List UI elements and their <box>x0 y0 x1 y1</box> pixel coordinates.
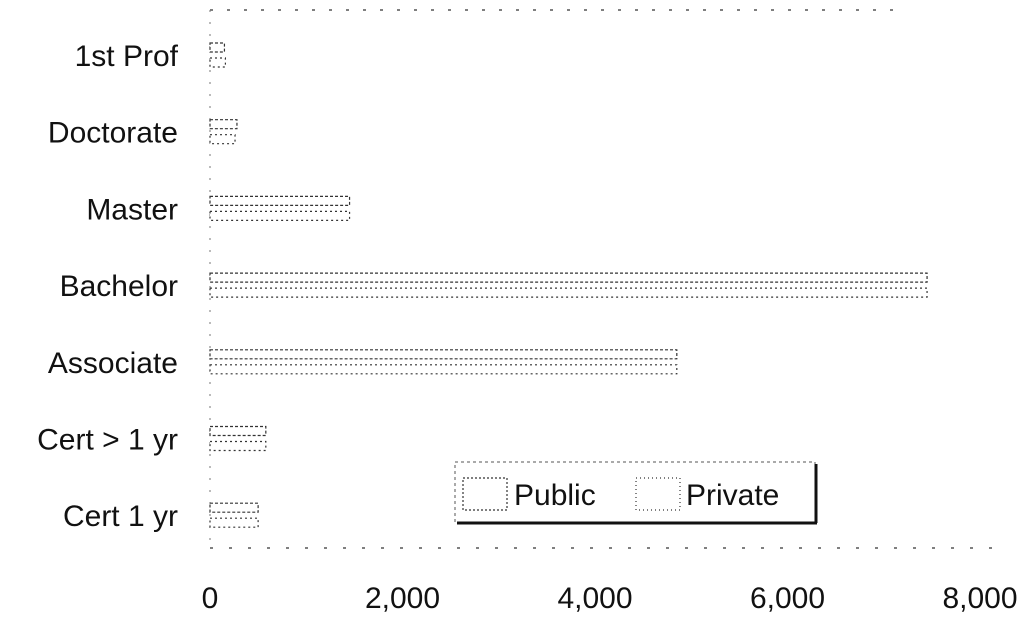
category-label-5: Cert > 1 yr <box>37 424 178 457</box>
legend-label-public: Public <box>514 479 596 512</box>
bar-public-2 <box>209 195 351 206</box>
legend-swatch-public <box>462 477 508 511</box>
category-label-6: Cert 1 yr <box>63 500 178 533</box>
legend-swatch-private <box>635 477 681 511</box>
bar-public-3 <box>209 272 928 283</box>
bar-public-6 <box>209 502 259 513</box>
category-labels: 1st Prof Doctorate Master Bachelor Associate… <box>37 40 179 533</box>
bar-private-3 <box>209 287 928 298</box>
category-label-4: Associate <box>48 347 178 380</box>
x-tick-label-1: 2,000 <box>365 582 440 615</box>
x-tick-label-2: 4,000 <box>557 582 632 615</box>
category-label-3: Bachelor <box>60 270 178 303</box>
bar-private-0 <box>209 57 226 68</box>
category-label-0: 1st Prof <box>75 40 179 73</box>
x-tick-label-4: 8,000 <box>942 582 1017 615</box>
bar-private-5 <box>209 440 267 452</box>
category-label-1: Doctorate <box>48 117 178 150</box>
legend-label-private: Private <box>686 479 779 512</box>
x-tick-label-0: 0 <box>202 582 219 615</box>
legend: Public Private <box>454 461 818 525</box>
legend-box <box>454 461 816 523</box>
bar-public-5 <box>209 425 267 437</box>
bar-public-4 <box>209 349 678 360</box>
bar-private-1 <box>209 134 236 145</box>
bar-private-4 <box>209 364 678 375</box>
x-tick-label-3: 6,000 <box>750 582 825 615</box>
bar-private-6 <box>209 517 259 528</box>
bar-public-1 <box>209 119 238 130</box>
plot-area <box>209 9 995 549</box>
bar-public-0 <box>209 42 226 53</box>
bar-private-2 <box>209 210 351 221</box>
category-label-2: Master <box>86 193 178 226</box>
x-tick-labels: 0 2,000 4,000 6,000 8,000 <box>202 582 1018 615</box>
